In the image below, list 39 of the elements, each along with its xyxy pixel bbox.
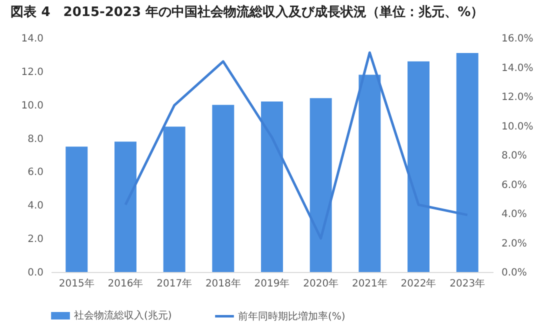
legend-label: 社会物流総収入(兆元)	[74, 310, 172, 322]
legend-label: 前年同時期比増加率(%)	[238, 310, 346, 322]
y-tick-label: 12.0	[21, 66, 44, 78]
chart-title: 図表 4 2015-2023 年の中国社会物流総収入及び成長状況（単位：兆元、%）	[10, 4, 484, 20]
y-tick-label: 4.0	[28, 200, 44, 212]
x-tick-label: 2017年	[156, 278, 192, 290]
y2-tick-label: 0.0%	[502, 268, 527, 278]
y-tick-label: 0.0	[28, 268, 44, 278]
y-tick-label: 10.0	[21, 100, 44, 112]
y2-tick-label: 2.0%	[502, 238, 527, 250]
x-tick-label: 2023年	[450, 278, 486, 290]
y2-tick-label: 12.0%	[502, 92, 534, 103]
x-tick-label: 2016年	[108, 278, 144, 290]
line-series	[124, 51, 469, 240]
y-tick-label: 8.0	[28, 134, 44, 145]
bar	[163, 126, 186, 272]
bar	[456, 53, 478, 272]
y2-tick-label: 14.0%	[502, 62, 534, 74]
x-tick-label: 2022年	[400, 278, 436, 290]
x-tick-label: 2019年	[254, 278, 290, 290]
y2-tick-label: 10.0%	[502, 121, 534, 132]
y-tick-label: 6.0	[28, 167, 44, 178]
y2-tick-label: 4.0%	[502, 209, 527, 220]
y2-tick-label: 6.0%	[502, 180, 527, 191]
y2-tick-label: 16.0%	[502, 34, 534, 44]
bar	[261, 102, 283, 272]
x-tick-label: 2020年	[303, 278, 339, 290]
bar	[310, 98, 332, 272]
bar	[114, 142, 136, 272]
x-tick-label: 2015年	[58, 278, 94, 290]
bar	[66, 146, 88, 272]
bar	[408, 61, 430, 272]
y2-tick-label: 8.0%	[502, 150, 527, 162]
y-tick-label: 2.0	[28, 234, 44, 246]
bar	[358, 74, 381, 272]
x-tick-label: 2021年	[352, 278, 388, 290]
y-tick-label: 14.0	[21, 34, 44, 44]
bar	[212, 104, 234, 272]
x-tick-label: 2018年	[205, 278, 241, 290]
